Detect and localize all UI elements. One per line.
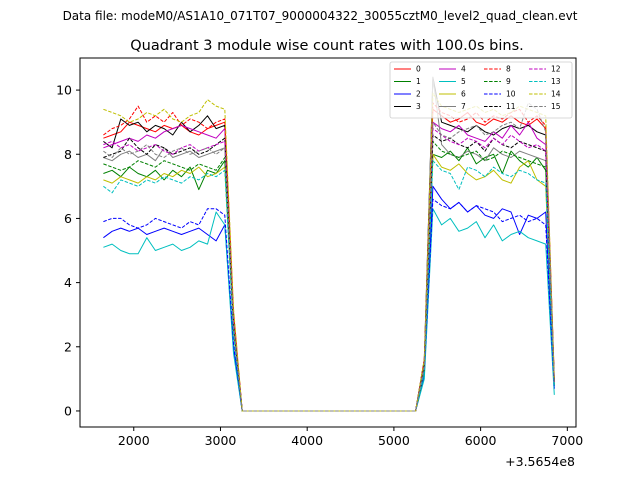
- chart-title: Quadrant 3 module wise count rates with …: [130, 38, 524, 54]
- x-tick-label: 4000: [291, 433, 323, 448]
- y-tick-label: 8: [64, 147, 72, 162]
- x-tick-label: 6000: [465, 433, 497, 448]
- y-axis: 0 2 4 6 8 10: [56, 83, 80, 418]
- y-tick-label: 2: [64, 339, 72, 354]
- legend-label-10: 10: [506, 90, 516, 99]
- x-tick-label: 2000: [118, 433, 150, 448]
- series-line-15: [103, 102, 555, 412]
- legend-label-14: 14: [551, 90, 561, 99]
- series-line-10: [103, 198, 555, 412]
- legend-box: [389, 61, 573, 119]
- axes-frame: [79, 57, 577, 428]
- x-tick-label: 3000: [205, 433, 237, 448]
- y-tick-label: 6: [64, 211, 72, 226]
- legend-label-0: 0: [416, 65, 421, 74]
- legend-label-5: 5: [461, 77, 466, 86]
- y-tick-label: 10: [56, 83, 72, 98]
- legend-label-2: 2: [416, 90, 421, 99]
- legend-label-9: 9: [506, 77, 511, 86]
- legend-label-4: 4: [461, 65, 466, 74]
- series-line-12: [103, 128, 555, 412]
- series-lines: [103, 76, 555, 412]
- y-tick-label: 4: [64, 275, 72, 290]
- x-offset-label: +3.5654e8: [505, 454, 575, 469]
- legend-label-12: 12: [551, 65, 561, 74]
- legend-label-7: 7: [461, 102, 466, 111]
- series-line-13: [103, 160, 555, 412]
- legend-label-1: 1: [416, 77, 421, 86]
- legend-label-11: 11: [506, 102, 516, 111]
- y-tick-label: 0: [64, 403, 72, 418]
- x-tick-label: 7000: [551, 433, 583, 448]
- legend-label-15: 15: [551, 102, 561, 111]
- legend-label-6: 6: [461, 90, 466, 99]
- x-tick-label: 5000: [378, 433, 410, 448]
- legend-label-3: 3: [416, 102, 421, 111]
- figure-suptitle: Data file: modeM0/AS1A10_071T07_90000043…: [63, 9, 578, 23]
- legend-label-13: 13: [551, 77, 561, 86]
- legend-label-8: 8: [506, 65, 511, 74]
- x-axis: 2000 3000 4000 5000 6000 7000: [118, 427, 583, 448]
